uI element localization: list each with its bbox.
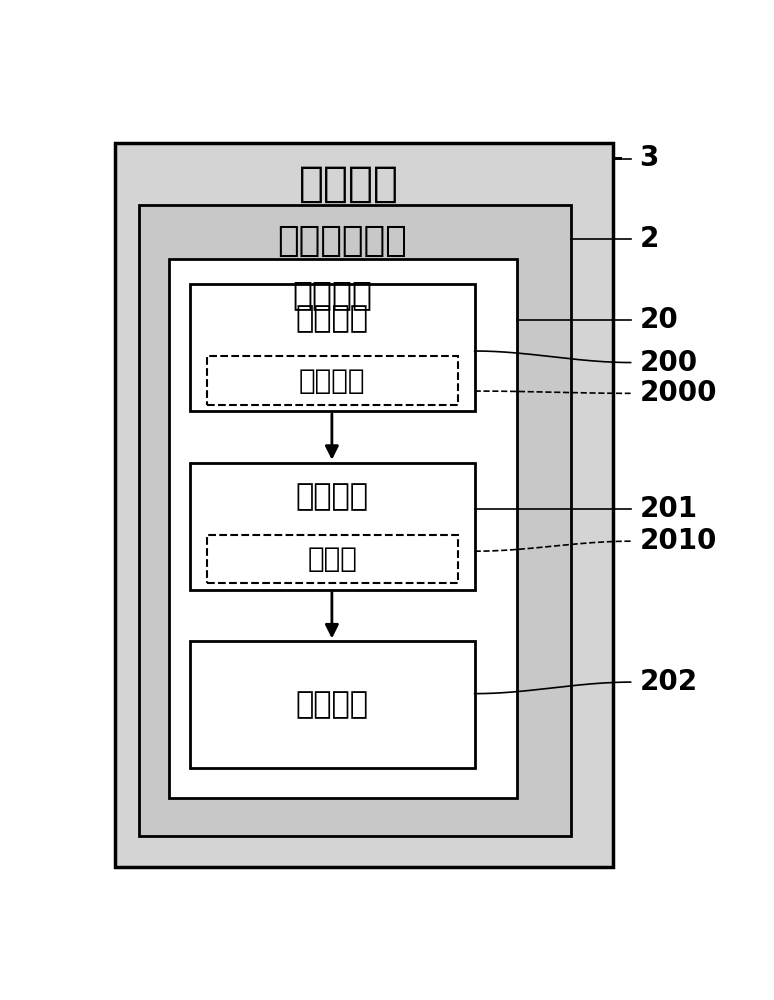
- Bar: [190, 463, 474, 590]
- Text: 2010: 2010: [639, 527, 717, 555]
- Text: 比对单元: 比对单元: [296, 482, 368, 511]
- Text: 权重値: 权重値: [307, 545, 357, 573]
- Text: 3: 3: [639, 144, 659, 172]
- Bar: [207, 535, 457, 583]
- Text: 统计表单: 统计表单: [299, 367, 365, 395]
- Text: 2000: 2000: [639, 379, 717, 407]
- Bar: [139, 205, 570, 836]
- Text: 通讯中介软件: 通讯中介软件: [277, 224, 406, 258]
- Text: 202: 202: [639, 668, 697, 696]
- Text: 2: 2: [639, 225, 659, 253]
- Text: 调整单元: 调整单元: [296, 690, 368, 719]
- Bar: [207, 356, 457, 405]
- Bar: [115, 143, 613, 867]
- Text: 通讯设备: 通讯设备: [299, 162, 399, 204]
- Bar: [169, 259, 517, 798]
- Text: 20: 20: [639, 306, 678, 334]
- Bar: [190, 284, 474, 411]
- Text: 检测单元: 检测单元: [296, 304, 368, 333]
- Text: 200: 200: [639, 349, 697, 377]
- Text: 201: 201: [639, 495, 697, 523]
- Bar: [190, 641, 474, 768]
- Text: 运算模块: 运算模块: [293, 278, 372, 311]
